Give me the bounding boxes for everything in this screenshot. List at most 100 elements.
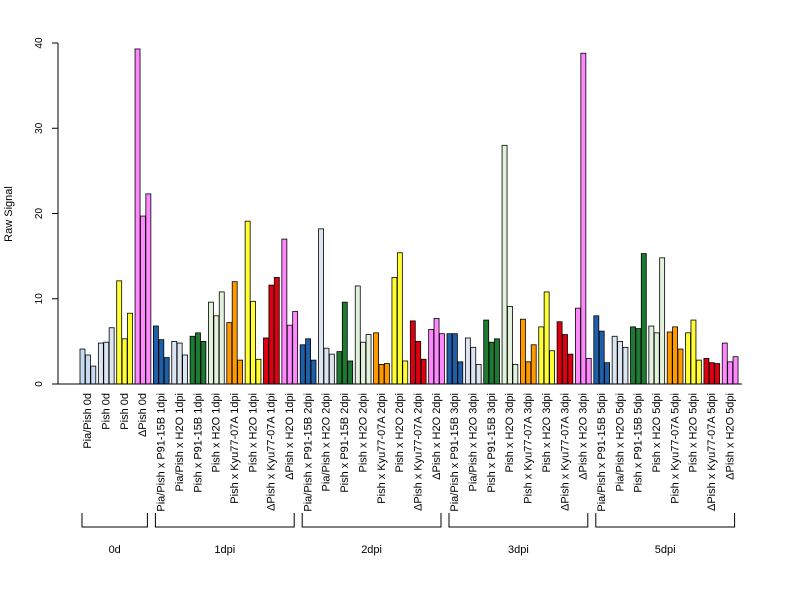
x-tick-label: Pish x H2O 1dpi (211, 393, 223, 472)
bar (152, 325, 159, 385)
bar (703, 358, 710, 385)
bar (439, 333, 445, 385)
bar (415, 340, 422, 385)
x-tick-label: Pish x H2O 1dpi (247, 393, 259, 472)
x-tick-label: ΔPish x H2O 3dpi (578, 393, 590, 480)
bar (299, 344, 306, 385)
bar (354, 285, 361, 385)
bar (218, 291, 225, 385)
bar (226, 322, 233, 385)
bar (310, 359, 317, 385)
bar (708, 362, 715, 385)
bar (464, 337, 471, 385)
bar (593, 315, 600, 385)
bar (457, 361, 464, 385)
group-brackets: 0d 1dpi 2dpi 3dpi 5dpi (81, 513, 736, 556)
bar (695, 359, 702, 385)
x-tick-label: ΔPish x H2O 1dpi (284, 393, 296, 480)
group-label: 3dpi (508, 544, 529, 556)
x-tick-label: Pish x Kyu77-07A 3dpi (523, 393, 535, 504)
bar (721, 342, 728, 385)
bar (336, 351, 343, 385)
x-tick-label: Pish x P91-15B 5dpi (633, 393, 645, 493)
bar (677, 348, 684, 385)
bar (176, 342, 183, 385)
bar (134, 48, 141, 385)
x-tick-label: ΔPish x H2O 5dpi (724, 393, 736, 480)
bar (409, 320, 416, 385)
x-tick-label: Pish x Kyu77-07A 1dpi (229, 393, 241, 504)
bar (685, 332, 691, 385)
bar (116, 280, 123, 385)
bar (268, 284, 275, 385)
bar (171, 340, 178, 385)
bar (328, 353, 335, 385)
x-tick-label: Pish 0d (119, 393, 131, 430)
bar (365, 334, 372, 385)
bar (611, 335, 618, 385)
bar (391, 277, 398, 385)
bar (659, 257, 666, 385)
bar (244, 220, 251, 385)
bar (163, 357, 170, 385)
bar (195, 332, 201, 385)
bar (433, 317, 440, 385)
bar (648, 325, 655, 385)
x-tick-label: Pish x P91-15B 1dpi (192, 393, 204, 493)
bar (90, 365, 97, 385)
x-tick-label: ΔPish 0d (137, 393, 149, 437)
bar (556, 321, 563, 385)
group-bracket (448, 513, 589, 528)
bar (470, 346, 477, 385)
bar (617, 340, 623, 385)
bar (323, 347, 330, 385)
bar (103, 341, 110, 385)
bar (373, 332, 380, 385)
bar (292, 311, 299, 385)
bar (494, 338, 500, 385)
x-tick-label: Pish x Kyu77-07A 2dpi (376, 393, 388, 504)
bar (237, 359, 244, 385)
bar (121, 338, 128, 385)
bar (250, 300, 256, 385)
bar (158, 339, 165, 385)
y-axis: 0 10 20 30 40 (34, 37, 59, 387)
group-label: 5dpi (655, 544, 676, 556)
bar (108, 327, 115, 385)
bar (732, 356, 739, 385)
bar (145, 193, 152, 385)
bar (378, 363, 385, 385)
bar (360, 341, 367, 385)
bar (575, 307, 581, 385)
bar (208, 301, 214, 385)
x-tick-label: Pish x H2O 5dpi (651, 393, 663, 472)
bar (231, 281, 238, 385)
x-tick-label: Pish x P91-15B 3dpi (486, 393, 498, 493)
bar (475, 363, 482, 385)
x-tick-label: Pia/Pish x H2O 5dpi (614, 393, 626, 491)
bar (580, 52, 587, 385)
x-tick-label: Pish x H2O 3dpi (541, 393, 553, 472)
bar (263, 337, 269, 385)
bar (127, 312, 133, 385)
bar (402, 360, 409, 385)
y-tick-label: 40 (34, 37, 45, 49)
bar (347, 360, 354, 385)
bar (635, 328, 642, 385)
bar (549, 350, 555, 385)
bar (255, 358, 262, 385)
bar (630, 326, 636, 385)
bar (396, 252, 403, 385)
bar (140, 215, 146, 385)
bar (318, 228, 324, 385)
bar (273, 277, 280, 385)
x-tick-label: ΔPish x H2O 2dpi (431, 393, 443, 480)
bar (604, 362, 610, 385)
y-tick-label: 20 (34, 208, 45, 220)
bar (727, 361, 734, 385)
bar (383, 363, 390, 385)
bar (640, 253, 647, 385)
bar (189, 335, 196, 385)
x-tick-label: Pish x H2O 5dpi (688, 393, 700, 472)
bar (341, 301, 348, 385)
